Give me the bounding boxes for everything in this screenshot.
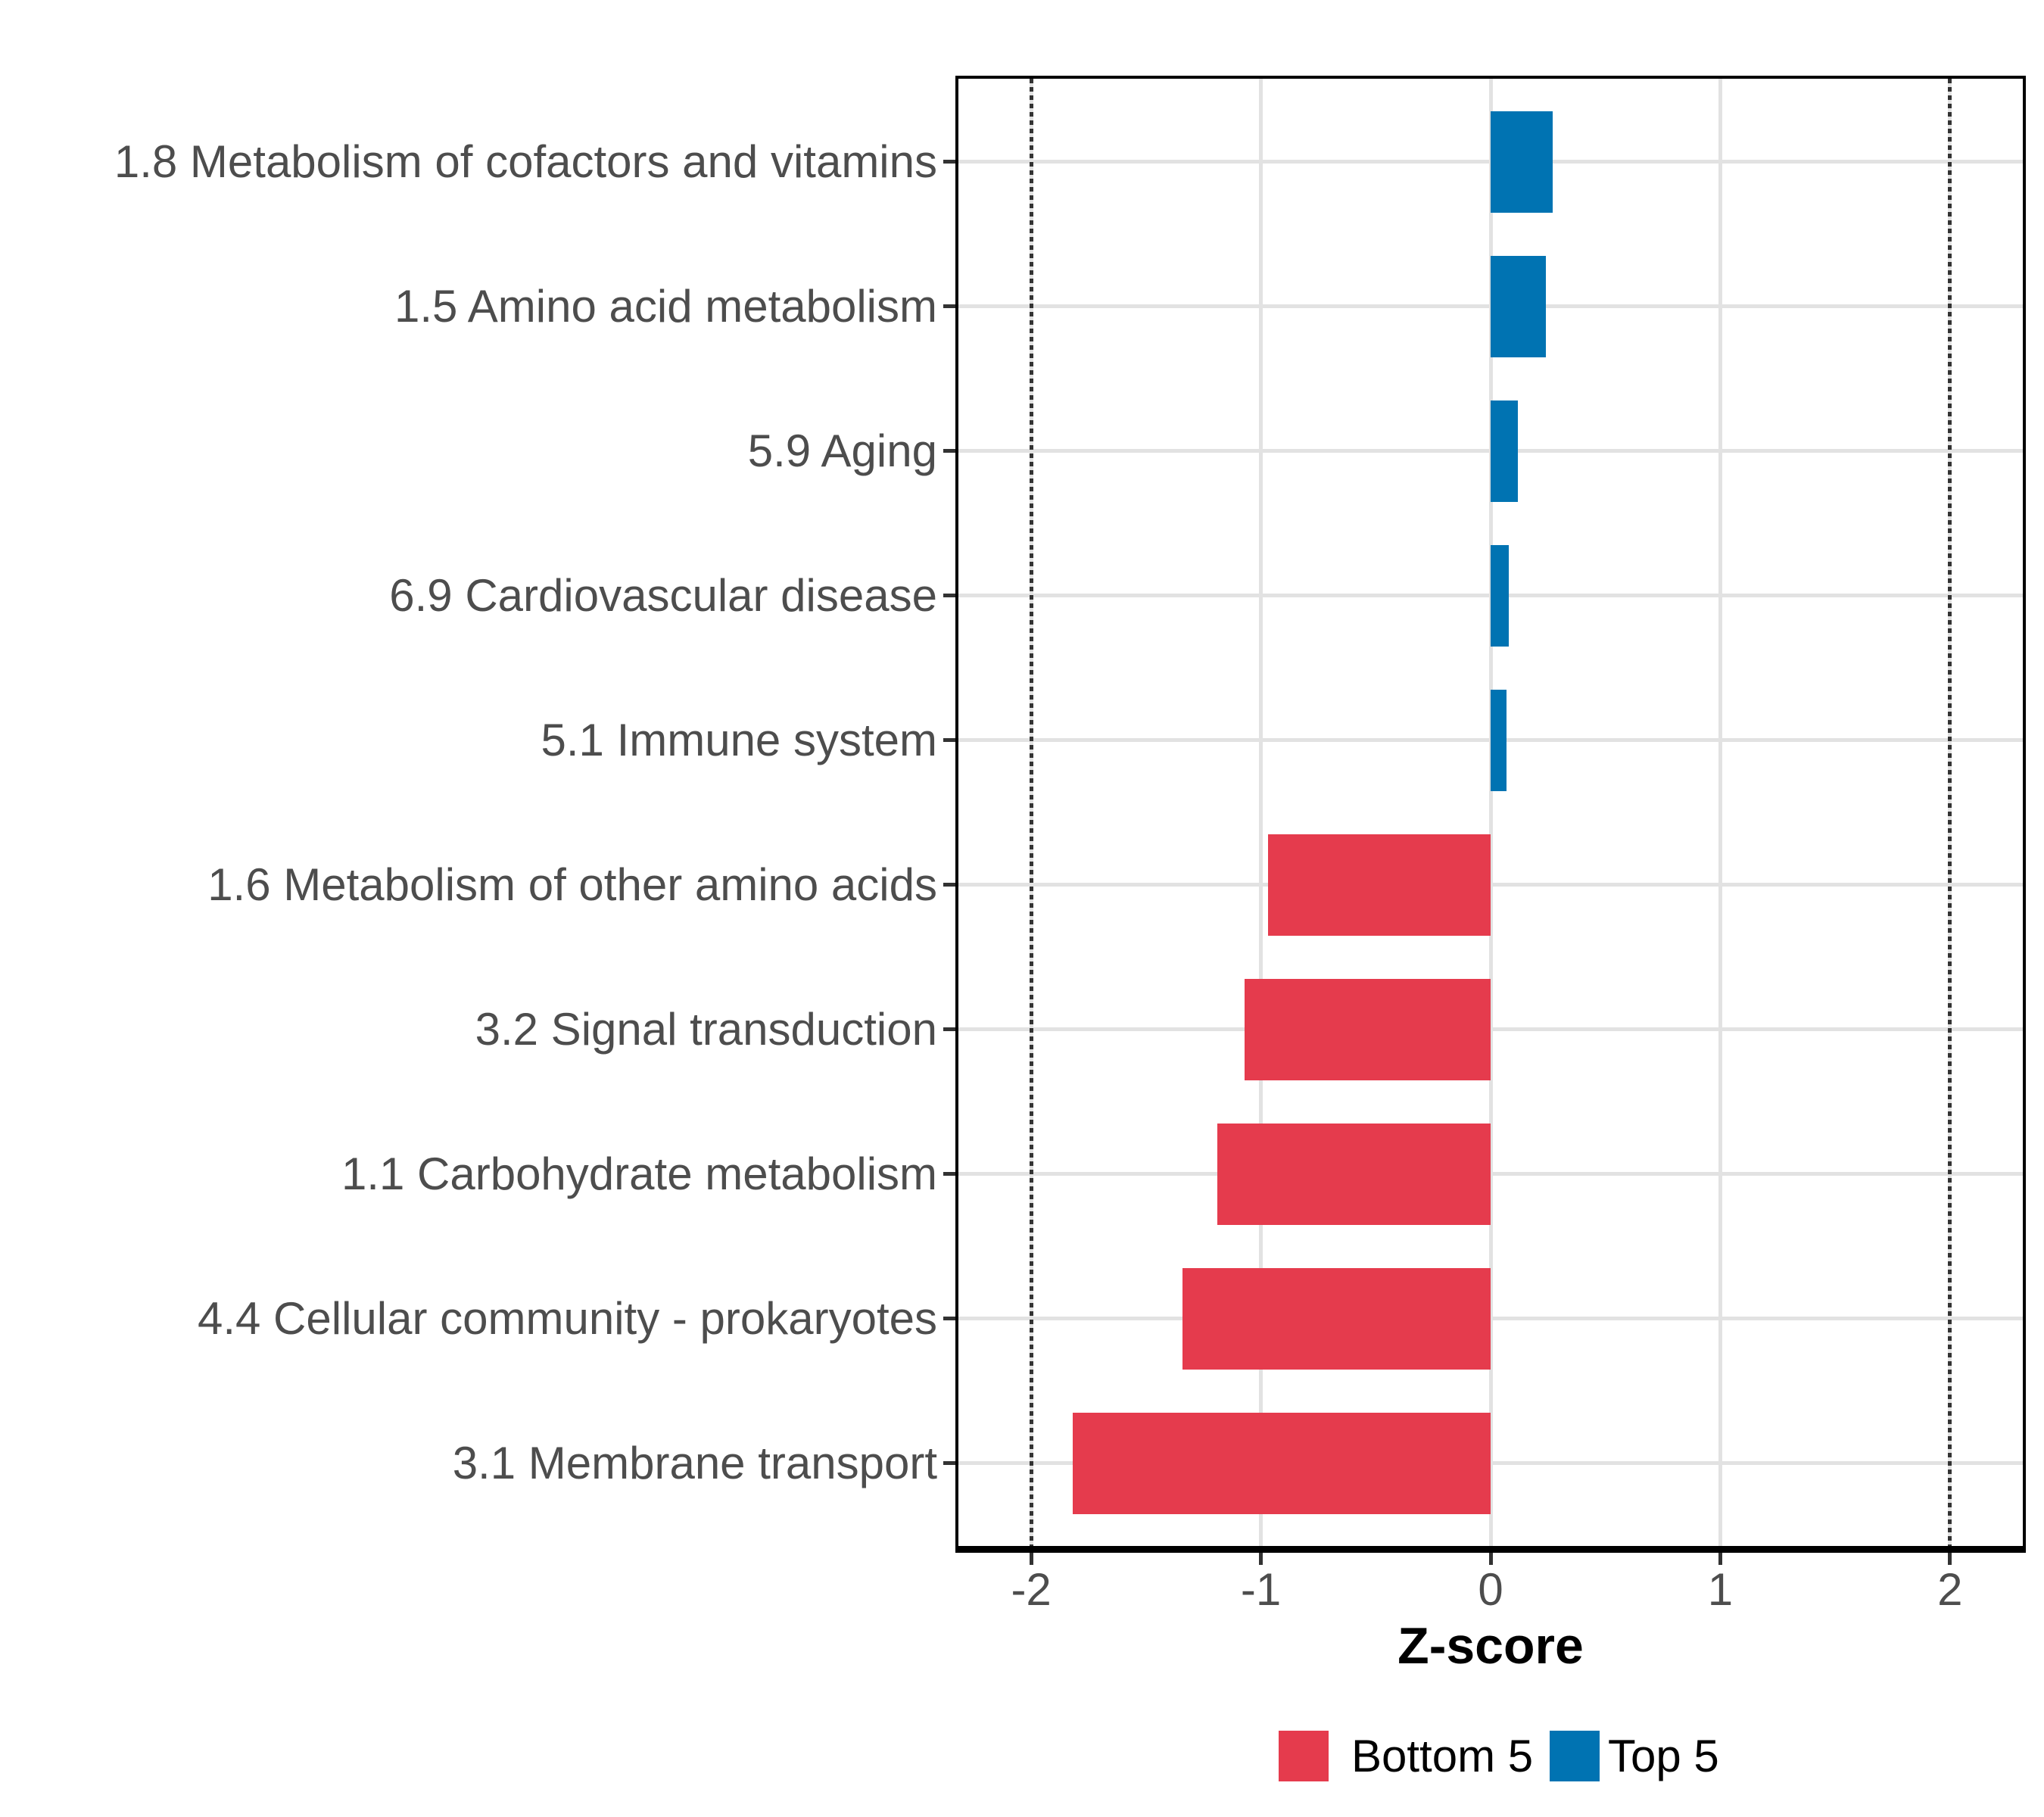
bar-positive: [1491, 255, 1546, 357]
y-category-label: 1.6 Metabolism of other amino acids: [207, 859, 937, 910]
legend-label-top5: Top 5: [1608, 1731, 1719, 1781]
bar-negative: [1245, 978, 1491, 1080]
y-tick: [943, 1317, 955, 1321]
h-gridline: [958, 1461, 2023, 1466]
plot-panel-border: [955, 76, 2026, 1549]
bar-negative: [1182, 1267, 1491, 1370]
y-tick: [943, 449, 955, 453]
bar-negative: [1267, 834, 1491, 936]
bar-positive: [1491, 400, 1519, 502]
v-gridline: [1718, 79, 1722, 1546]
y-category-label: 3.1 Membrane transport: [452, 1437, 937, 1488]
y-category-label: 6.9 Cardiovascular disease: [389, 569, 937, 621]
x-tick: [1948, 1553, 1952, 1565]
y-category-label: 3.2 Signal transduction: [475, 1003, 937, 1055]
y-tick: [943, 304, 955, 309]
x-tick-label: 0: [1478, 1564, 1503, 1615]
v-gridline: [1488, 79, 1493, 1546]
y-category-label: 4.4 Cellular community - prokaryotes: [197, 1292, 937, 1344]
h-gridline: [958, 1027, 2023, 1032]
reference-line: [1029, 79, 1033, 1546]
x-tick-label: 2: [1937, 1564, 1963, 1615]
legend-label-bottom5: Bottom 5: [1351, 1731, 1534, 1781]
y-category-label: 1.5 Amino acid metabolism: [394, 280, 937, 332]
y-tick: [943, 1172, 955, 1177]
y-tick: [943, 738, 955, 743]
v-gridline: [1259, 79, 1263, 1546]
y-tick: [943, 1461, 955, 1466]
y-category-label: 1.8 Metabolism of cofactors and vitamins: [114, 136, 937, 187]
y-category-label: 5.1 Immune system: [541, 714, 937, 765]
bar-positive: [1491, 689, 1507, 791]
y-tick: [943, 594, 955, 598]
x-axis-title: Z-score: [1397, 1617, 1584, 1675]
h-gridline: [958, 1317, 2023, 1321]
x-tick: [1259, 1553, 1263, 1565]
h-gridline: [958, 1172, 2023, 1177]
x-tick-label: -1: [1240, 1564, 1282, 1615]
bar-negative: [1217, 1123, 1491, 1225]
x-tick: [1029, 1553, 1033, 1565]
y-tick: [943, 1027, 955, 1032]
y-tick: [943, 883, 955, 887]
bar-positive: [1491, 544, 1510, 647]
bar-positive: [1491, 111, 1553, 213]
x-tick-label: 1: [1707, 1564, 1734, 1615]
legend-key-bottom5: [1279, 1731, 1329, 1781]
reference-line: [1948, 79, 1952, 1546]
x-axis-line: [955, 1546, 2026, 1553]
bar-negative: [1072, 1412, 1491, 1514]
h-gridline: [958, 883, 2023, 887]
y-tick: [943, 160, 955, 164]
x-tick: [1718, 1553, 1722, 1565]
legend-key-top5: [1550, 1731, 1600, 1781]
x-tick-label: -2: [1011, 1564, 1052, 1615]
y-category-label: 5.9 Aging: [747, 425, 937, 476]
x-tick: [1488, 1553, 1493, 1565]
y-category-label: 1.1 Carbohydrate metabolism: [341, 1148, 937, 1199]
